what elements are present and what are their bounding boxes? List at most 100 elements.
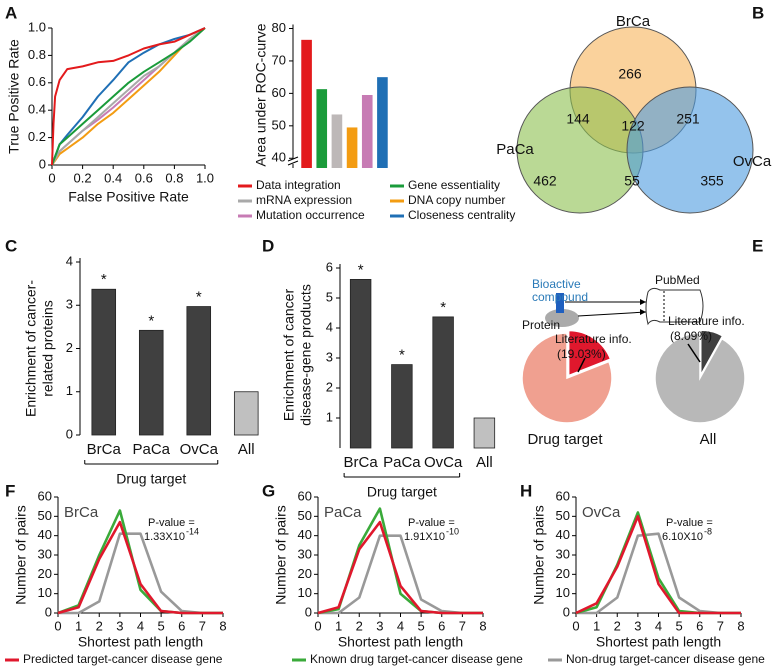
bar <box>473 417 496 449</box>
bar <box>432 316 454 449</box>
bar <box>91 288 117 436</box>
bar <box>301 39 312 168</box>
y-tick-label: 40 <box>272 150 286 165</box>
arrow-head <box>640 309 646 315</box>
legend-label: Gene essentiality <box>408 178 500 192</box>
y-tick-label: 1.0 <box>28 19 46 34</box>
y-tick-label: 20 <box>556 566 570 581</box>
panel-letter: D <box>262 236 274 255</box>
x-tick-label: 0.8 <box>165 170 183 185</box>
bar <box>331 114 343 168</box>
x-tick-label: 2 <box>96 618 103 633</box>
panel-letter: A <box>5 3 17 22</box>
x-tick-label: 0 <box>48 170 55 185</box>
x-tick-label: 3 <box>634 618 641 633</box>
annotation: P-value = <box>408 517 455 529</box>
x-tick-label: 7 <box>717 618 724 633</box>
significance-mark: * <box>196 289 202 306</box>
y-axis-label: Enrichment of cancer- <box>23 280 39 417</box>
x-tick-label: 4 <box>655 618 662 633</box>
y-axis-label: Number of pairs <box>13 505 29 605</box>
bar <box>186 306 212 436</box>
x-tick-label: 4 <box>397 618 404 633</box>
x-tick-label: 3 <box>116 618 123 633</box>
arrow-head <box>640 299 646 305</box>
value-label: (8.09%) <box>670 329 712 343</box>
x-axis-label: False Positive Rate <box>68 189 189 205</box>
slice-label: Literature info. <box>555 332 632 346</box>
protein-shape <box>545 309 579 327</box>
x-tick-label: 5 <box>418 618 425 633</box>
series-line <box>318 534 483 615</box>
panel-letter: E <box>752 236 763 255</box>
set-label: OvCa <box>733 153 772 170</box>
arrow <box>577 311 647 317</box>
region-count: 122 <box>621 118 645 134</box>
y-tick-label: 40 <box>38 527 52 542</box>
x-tick-label: 6 <box>178 618 185 633</box>
y-axis-label: Number of pairs <box>531 505 547 605</box>
diagram-label: PubMed <box>655 273 700 287</box>
y-tick-label: 20 <box>38 566 52 581</box>
legend-label: Mutation occurrence <box>256 208 365 222</box>
x-tick-label: 0 <box>572 618 579 633</box>
bar <box>391 364 413 449</box>
series-line <box>51 27 206 166</box>
panel-letter: B <box>752 3 764 22</box>
annotation: 1.91X10 <box>404 531 445 543</box>
legend-label: mRNA expression <box>256 193 352 207</box>
y-axis-label: disease-gene products <box>298 284 314 426</box>
significance-mark: * <box>358 261 364 278</box>
annotation: 6.10X10 <box>662 531 703 543</box>
y-tick-label: 50 <box>38 508 52 523</box>
annotation-exponent: -10 <box>446 526 459 536</box>
series-line <box>58 532 223 615</box>
x-tick-label: 0.2 <box>74 170 92 185</box>
x-tick-label: 2 <box>356 618 363 633</box>
y-tick-label: 0 <box>39 156 46 171</box>
y-axis-label: Enrichment of cancer <box>281 289 297 422</box>
x-axis-label: Shortest path length <box>78 634 203 650</box>
bar <box>349 278 372 449</box>
y-tick-label: 4 <box>66 253 73 268</box>
axis-break <box>287 156 299 162</box>
annotation: 1.33X10 <box>144 531 185 543</box>
series-line <box>317 520 483 615</box>
x-tick-label: 6 <box>438 618 445 633</box>
series-line <box>51 27 206 166</box>
x-tick-label: 6 <box>696 618 703 633</box>
legend-label: Closeness centrality <box>408 208 515 222</box>
annotation-exponent: -14 <box>186 526 199 536</box>
annotation: P-value = <box>148 517 195 529</box>
x-tick-label: 1 <box>335 618 342 633</box>
panel-letter: G <box>262 481 275 500</box>
x-tick-label: 0 <box>314 618 321 633</box>
panel-e-diagram: Bioactive compound Protein PubMed <box>522 273 704 332</box>
region-count: 144 <box>566 111 590 127</box>
y-tick-label: 70 <box>272 52 286 67</box>
set-label: BrCa <box>616 13 651 30</box>
group-label: Drug target <box>116 471 186 487</box>
legend-label: Non-drug target-cancer disease gene <box>566 652 765 666</box>
venn-set <box>516 86 644 214</box>
pie-slice <box>567 329 612 377</box>
y-tick-label: 3 <box>66 297 73 312</box>
x-tick-label: 4 <box>137 618 144 633</box>
venn-set <box>626 86 754 214</box>
y-tick-label: 60 <box>272 85 286 100</box>
y-tick-label: 50 <box>298 508 312 523</box>
y-tick-label: 0 <box>45 604 52 619</box>
bar <box>361 95 373 168</box>
y-tick-label: 0 <box>563 604 570 619</box>
y-tick-label: 30 <box>298 546 312 561</box>
bar <box>346 127 358 168</box>
x-tick-label: 8 <box>737 618 744 633</box>
series-line <box>51 27 206 166</box>
pubmed-shape <box>645 287 704 326</box>
region-count: 251 <box>676 111 700 127</box>
x-axis-label: Shortest path length <box>338 634 463 650</box>
y-tick-label: 4 <box>326 319 333 334</box>
y-tick-label: 2 <box>326 379 333 394</box>
